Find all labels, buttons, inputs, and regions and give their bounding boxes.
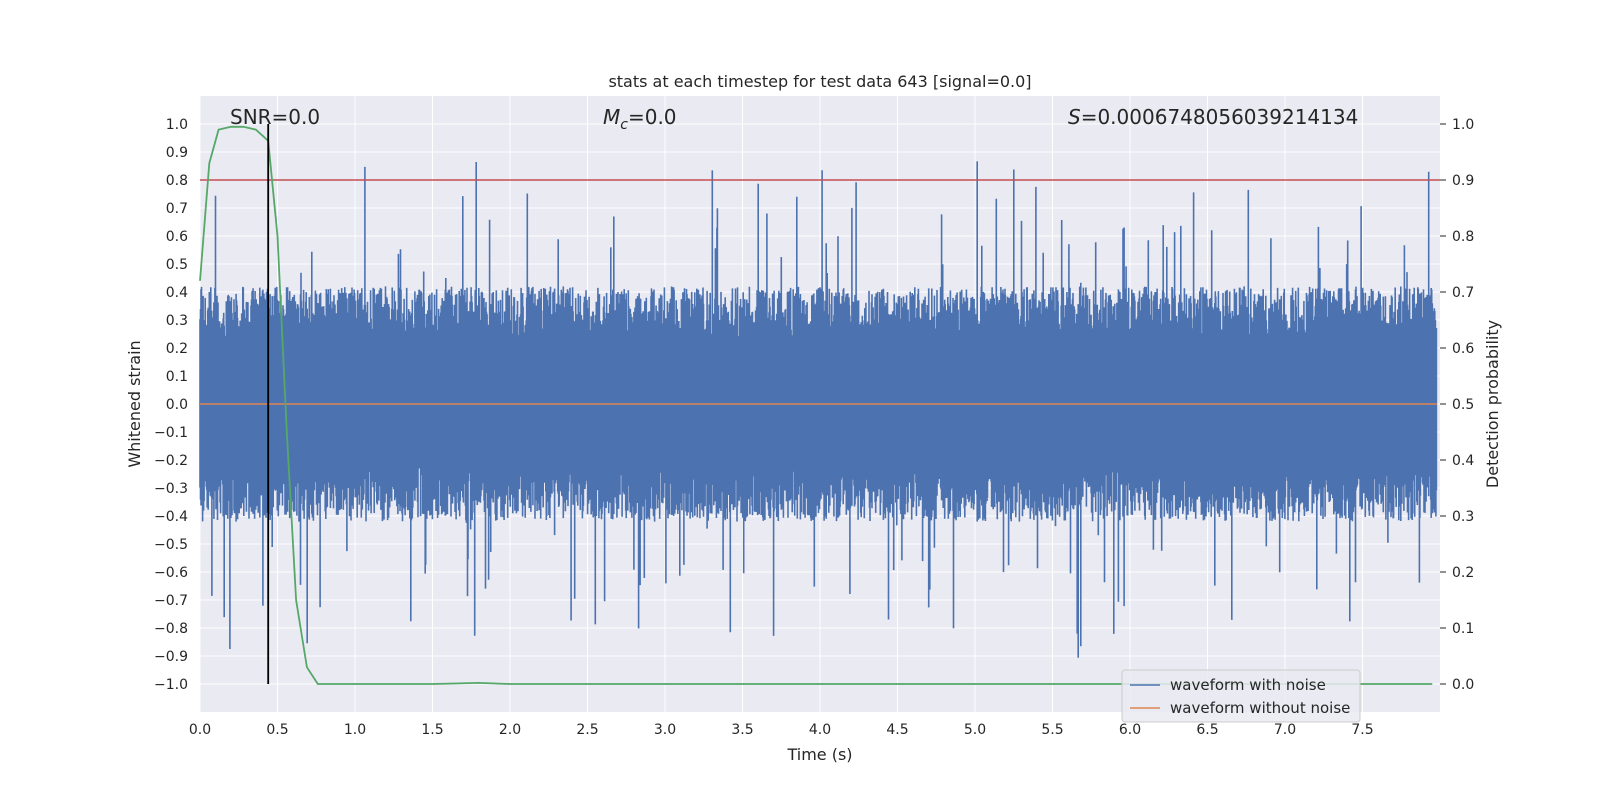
chirp-mass-value: =0.0 <box>628 105 677 129</box>
y-tick-label: −0.5 <box>154 537 188 553</box>
x-tick-label: 6.5 <box>1196 722 1218 738</box>
y-tick-label: 0.5 <box>166 257 188 273</box>
s-annotation: S=0.0006748056039214134 <box>1068 105 1358 129</box>
y2-tick-label: 0.3 <box>1452 509 1474 525</box>
s-symbol: S <box>1068 105 1081 129</box>
y2-tick-label: 1.0 <box>1452 117 1474 133</box>
y2-tick-label: 0.1 <box>1452 621 1474 637</box>
y-tick-label: −0.1 <box>154 425 188 441</box>
y2-tick-label: 0.2 <box>1452 565 1474 581</box>
y-tick-label: 0.0 <box>166 397 188 413</box>
chirp-mass-annotation: Mc=0.0 <box>603 105 677 133</box>
y-tick-label: −0.8 <box>154 621 188 637</box>
y-tick-label: −0.9 <box>154 649 188 665</box>
y-tick-label: −0.4 <box>154 509 188 525</box>
y-tick-label: −0.3 <box>154 481 188 497</box>
x-tick-label: 1.0 <box>344 722 366 738</box>
y-tick-label: 0.2 <box>166 341 188 357</box>
series-detection-probability <box>199 125 1433 685</box>
x-tick-label: 0.0 <box>189 722 211 738</box>
y-tick-label: −0.6 <box>154 565 188 581</box>
legend-label-waveform-with-noise: waveform with noise <box>1170 676 1326 694</box>
legend: waveform with noise waveform without noi… <box>1121 669 1361 723</box>
x-tick-label: 1.5 <box>421 722 443 738</box>
y2-axis-label: Detection probability <box>1483 320 1502 488</box>
y-tick-label: 0.6 <box>166 229 188 245</box>
x-tick-label: 7.0 <box>1274 722 1296 738</box>
x-tick-label: 2.5 <box>576 722 598 738</box>
x-tick-label: 3.0 <box>654 722 676 738</box>
s-value: =0.0006748056039214134 <box>1081 105 1359 129</box>
y-tick-label: −1.0 <box>154 677 188 693</box>
x-tick-label: 7.5 <box>1351 722 1373 738</box>
y-tick-label: 0.7 <box>166 201 188 217</box>
y-tick-label: −0.7 <box>154 593 188 609</box>
y-tick-label: 0.3 <box>166 313 188 329</box>
y-tick-label: 0.8 <box>166 173 188 189</box>
x-tick-label: 6.0 <box>1119 722 1141 738</box>
x-tick-label: 2.0 <box>499 722 521 738</box>
y-tick-label: 0.9 <box>166 145 188 161</box>
axis-ticks: 0.0 0.5 1.0 1.5 2.0 2.5 3.0 3.5 4.0 4.5 5.0 5.5 6.0 6… <box>154 117 1474 738</box>
y-tick-label: 0.4 <box>166 285 188 301</box>
y2-tick-label: 0.5 <box>1452 397 1474 413</box>
chirp-mass-subscript: c <box>620 117 628 133</box>
y-tick-label: 1.0 <box>166 117 188 133</box>
series-lines <box>199 124 1440 685</box>
y2-tick-label: 0.9 <box>1452 173 1474 189</box>
y2-tick-label: 0.6 <box>1452 341 1474 357</box>
y-tick-label: 0.1 <box>166 369 188 385</box>
y2-tick-label: 0.0 <box>1452 677 1474 693</box>
snr-annotation: SNR=0.0 <box>230 105 320 129</box>
x-tick-label: 3.5 <box>731 722 753 738</box>
y-tick-label: −0.2 <box>154 453 188 469</box>
chart-title: stats at each timestep for test data 643… <box>608 72 1031 91</box>
y-axis-label: Whitened strain <box>125 340 144 467</box>
x-tick-label: 0.5 <box>266 722 288 738</box>
x-tick-label: 4.0 <box>809 722 831 738</box>
chirp-mass-symbol: M <box>603 105 620 129</box>
legend-box <box>1121 669 1361 723</box>
y2-tick-label: 0.4 <box>1452 453 1474 469</box>
legend-label-waveform-without-noise: waveform without noise <box>1170 699 1350 717</box>
y2-tick-label: 0.8 <box>1452 229 1474 245</box>
x-tick-label: 5.0 <box>964 722 986 738</box>
x-tick-label: 5.5 <box>1041 722 1063 738</box>
y2-tick-label: 0.7 <box>1452 285 1474 301</box>
x-axis-label: Time (s) <box>786 745 852 764</box>
x-tick-label: 4.5 <box>886 722 908 738</box>
